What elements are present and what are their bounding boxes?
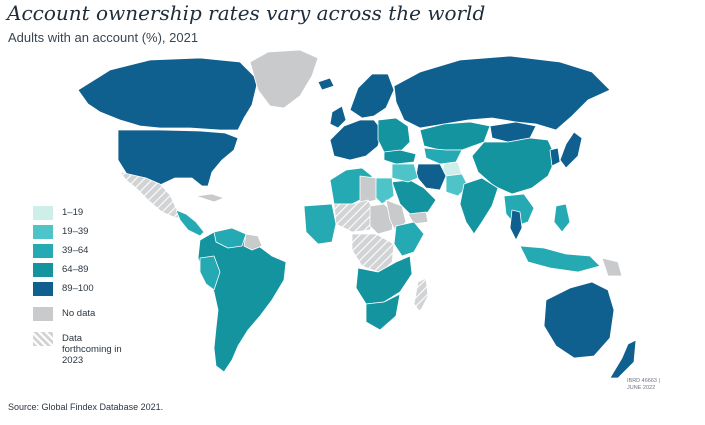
region-iceland (317, 77, 335, 91)
legend-item-19-39: 19–39 (33, 225, 122, 244)
legend-label: No data (62, 308, 96, 319)
region-korea (549, 147, 561, 167)
stamp-line: JUNE 2022 (627, 385, 656, 391)
region-png (601, 257, 623, 277)
legend-item-data-forthcoming: Data forthcoming in 2023 (33, 332, 122, 372)
region-eastern-europe (377, 117, 411, 153)
legend-item-89-100: 89–100 (33, 282, 122, 301)
map-title: Account ownership rates vary across the … (7, 1, 486, 25)
source-note: Source: Global Findex Database 2021. (8, 402, 164, 412)
legend-item-39-64: 39–64 (33, 244, 122, 263)
map-stamp: IBRD 46663 | JUNE 2022 (627, 378, 660, 392)
stamp-line: IBRD 46663 | (627, 378, 660, 384)
region-egypt (373, 177, 395, 205)
legend-swatch (33, 282, 53, 296)
region-guyanas (243, 233, 263, 251)
region-madagascar (413, 277, 429, 313)
legend-label: 1–19 (62, 207, 84, 218)
region-iraq-syria (391, 163, 419, 183)
legend-item-1-19: 1–19 (33, 206, 122, 225)
region-japan (559, 131, 583, 169)
region-turkey (383, 149, 417, 165)
region-china (471, 137, 557, 195)
legend-swatch (33, 206, 53, 220)
region-peru (199, 255, 221, 291)
map-legend: 1–19 19–39 39–64 64–89 89–100 No data Da… (33, 206, 122, 372)
region-south-africa (365, 293, 401, 331)
legend-label: 19–39 (62, 226, 89, 237)
region-alaska-canada (77, 57, 259, 131)
region-libya (359, 175, 377, 205)
legend-label: Data forthcoming in 2023 (62, 333, 122, 366)
region-west-africa (303, 203, 337, 245)
region-yemen (407, 211, 429, 225)
region-venezuela (213, 227, 247, 249)
region-south-america (197, 231, 287, 373)
region-thailand (509, 209, 523, 241)
legend-swatch (33, 307, 53, 321)
legend-swatch (33, 225, 53, 239)
legend-swatch (33, 244, 53, 258)
map-subtitle: Adults with an account (%), 2021 (8, 30, 199, 45)
region-central-america (175, 209, 205, 237)
region-cuba (195, 193, 225, 203)
region-southern-africa (355, 255, 413, 305)
region-central-asia (423, 147, 463, 165)
region-australia (543, 281, 615, 359)
region-philippines (553, 203, 571, 233)
legend-swatch (33, 332, 53, 346)
region-scandinavia (349, 73, 395, 119)
legend-item-64-89: 64–89 (33, 263, 122, 282)
legend-label: 64–89 (62, 264, 89, 275)
region-india (459, 177, 499, 235)
region-uk-ireland (329, 105, 347, 129)
region-russia (393, 55, 611, 131)
legend-swatch (33, 263, 53, 277)
region-new-zealand (609, 339, 637, 379)
region-indonesia (519, 245, 601, 273)
region-east-africa (393, 221, 425, 257)
region-greenland (249, 49, 319, 109)
legend-item-no-data: No data (33, 307, 122, 326)
legend-label: 89–100 (62, 283, 94, 294)
legend-label: 39–64 (62, 245, 89, 256)
